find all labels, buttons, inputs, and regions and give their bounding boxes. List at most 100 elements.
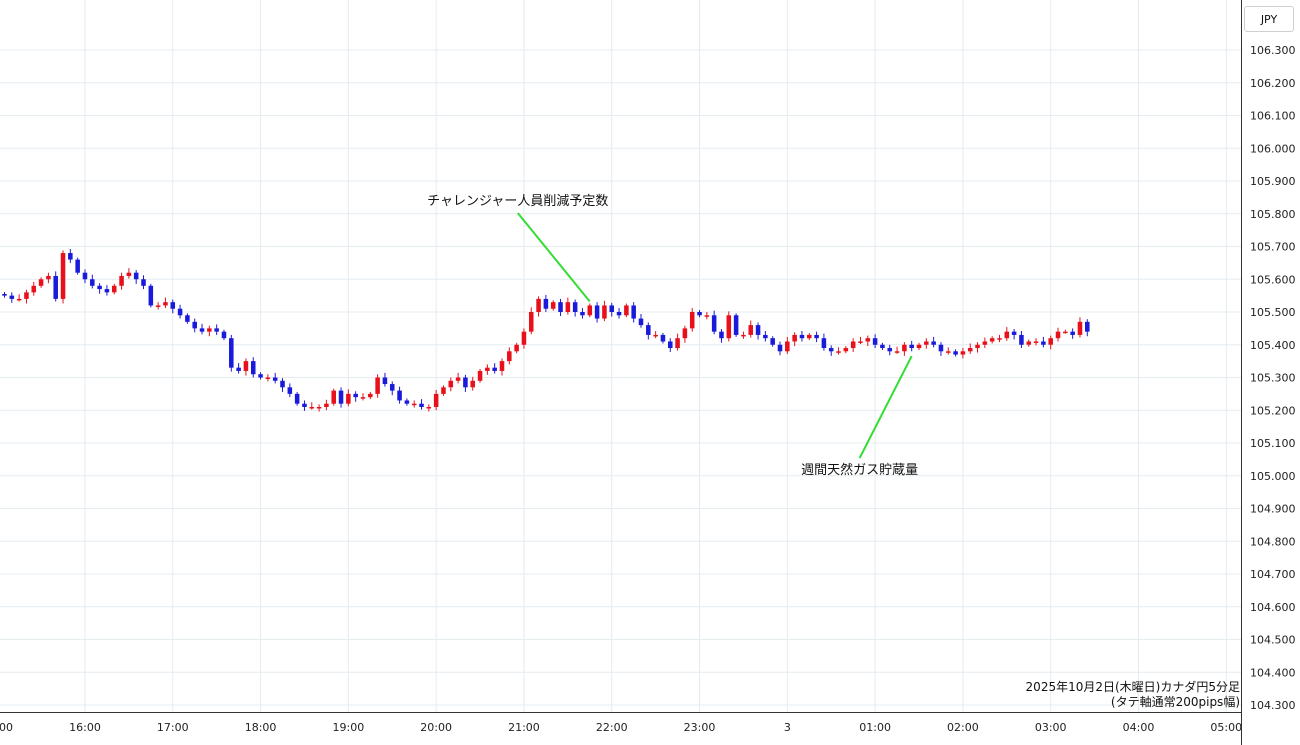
candle-up (331, 388, 336, 406)
candle-up (682, 325, 688, 343)
candle-body (258, 374, 263, 378)
candle-up (653, 330, 658, 339)
candle-body (60, 253, 66, 299)
candle-body (353, 393, 358, 398)
candle-body (638, 318, 644, 326)
candle-up (265, 374, 271, 382)
candle-up (485, 364, 490, 375)
candle-down (192, 318, 197, 333)
candle-body (1077, 321, 1083, 335)
currency-badge[interactable]: JPY (1244, 6, 1294, 32)
candle-down (777, 341, 783, 356)
candle-body (887, 348, 893, 352)
time-axis: 15:00 16:00 17:00 18:00 19:00 20:00 21:00 22:00… (0, 712, 1242, 734)
candle-body (9, 295, 15, 299)
candle-body (24, 292, 29, 299)
candle-body (521, 331, 527, 345)
candle-body (185, 315, 190, 322)
candle-up (565, 297, 571, 315)
x-tick-label: 04:00 (1123, 721, 1155, 734)
candle-body (111, 285, 117, 293)
candle-down (258, 372, 263, 380)
candle-body (946, 351, 951, 353)
annotation-leader-line (517, 212, 591, 303)
candle-body (938, 344, 944, 352)
candle-body (499, 361, 505, 371)
candle-down (90, 274, 95, 289)
candle-body (294, 393, 300, 404)
candle-body (792, 334, 797, 342)
candle-down (53, 271, 58, 302)
y-tick-label: 106.000 (1250, 142, 1296, 155)
x-tick-label: 15:00 (0, 721, 13, 734)
candle-body (997, 338, 1002, 340)
candle-body (250, 361, 256, 375)
candle-up (675, 333, 680, 351)
candle-body (419, 403, 424, 407)
candle-body (448, 380, 454, 388)
candle-down (814, 331, 819, 343)
candle-up (989, 336, 995, 344)
candle-body (507, 351, 512, 362)
candle-body (97, 285, 102, 290)
x-tick-label: 19:00 (333, 721, 365, 734)
candle-body (287, 387, 293, 394)
candle-up (960, 348, 966, 359)
candle-down (353, 391, 358, 402)
candle-up (741, 331, 746, 339)
candle-up (163, 297, 168, 309)
y-tick-label: 105.400 (1250, 339, 1296, 352)
candle-body (2, 293, 7, 296)
candle-body (967, 348, 973, 352)
candle-up (499, 358, 505, 376)
candle-down (214, 324, 219, 335)
candle-body (1055, 331, 1061, 339)
y-tick-label: 106.100 (1250, 110, 1296, 123)
candle-body (989, 338, 995, 342)
candle-body (675, 338, 680, 349)
candle-body (243, 361, 249, 371)
candle-body (528, 312, 534, 332)
candle-body (843, 348, 849, 352)
candle-body (1019, 334, 1024, 345)
candle-body (894, 351, 900, 353)
annotation-leader-line (858, 355, 913, 459)
candle-body (667, 341, 673, 349)
candle-up (455, 372, 461, 384)
candle-down (272, 372, 278, 384)
y-tick-label: 105.900 (1250, 175, 1296, 188)
candle-up (602, 300, 607, 322)
candle-up (726, 311, 732, 342)
candle-up (748, 320, 754, 338)
candle-down (221, 329, 227, 341)
candle-body (375, 377, 380, 394)
candle-down (609, 302, 615, 317)
candle-body (660, 334, 666, 342)
candle-body (902, 344, 907, 352)
y-tick-label: 104.600 (1250, 601, 1296, 614)
candle-body (865, 338, 871, 342)
y-tick-label: 105.500 (1250, 306, 1296, 319)
candle-body (814, 334, 819, 339)
candle-down (667, 338, 673, 352)
y-tick-label: 105.300 (1250, 372, 1296, 385)
candle-body (155, 305, 161, 307)
y-tick-label: 104.800 (1250, 535, 1296, 548)
candle-body (141, 279, 146, 286)
candle-body (46, 275, 51, 280)
candle-down (419, 399, 424, 410)
candle-body (1041, 341, 1046, 345)
candle-body (821, 338, 827, 349)
candle-body (748, 325, 754, 335)
candle-up (119, 272, 124, 290)
candle-up (924, 338, 929, 349)
candle-body (543, 298, 549, 309)
candle-down (887, 344, 893, 356)
candle-down (880, 342, 885, 350)
x-tick-label: 18:00 (245, 721, 277, 734)
candle-down (9, 292, 15, 303)
candle-up (1048, 335, 1053, 350)
candle-down (1041, 336, 1046, 348)
candle-up (16, 294, 22, 302)
candle-body (360, 397, 366, 399)
